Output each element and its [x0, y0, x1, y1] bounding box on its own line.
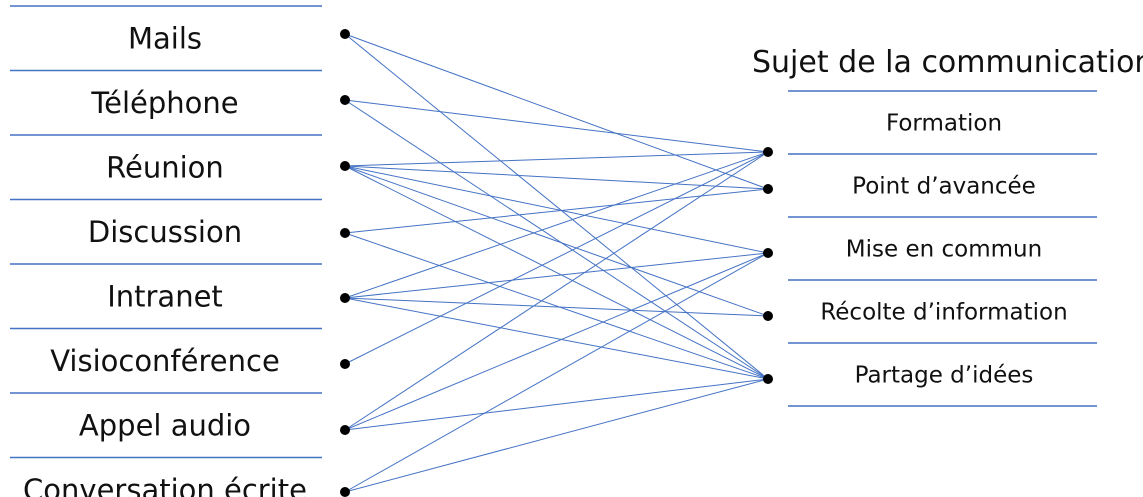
link-discussion-to-point-d-avancee [344, 188, 769, 234]
subject-node-formation [763, 147, 773, 157]
link-appel-audio-to-formation [344, 151, 769, 431]
communication-channels: Mails Téléphone Réunion Discussion Intranet V… [10, 5, 350, 497]
subject-node-mise-en-commun [763, 248, 773, 258]
subjects-title: Sujet de la communication [752, 45, 1143, 80]
link-intranet-to-partage-d-idees [344, 297, 769, 380]
subject-node-partage-d-idees [763, 374, 773, 384]
subject-node-point-d-avancee [763, 184, 773, 194]
link-conversation-ecrite-to-mise-en-commun [344, 252, 769, 493]
link-reunion-to-mise-en-commun [344, 165, 769, 254]
link-discussion-to-partage-d-idees [344, 232, 769, 380]
channel-label-conversation-ecrite: Conversation écrite [23, 473, 307, 497]
link-reunion-to-partage-d-idees [344, 165, 769, 380]
link-reunion-to-formation [344, 151, 769, 167]
channel-node-reunion [340, 161, 350, 171]
channel-label-appel-audio: Appel audio [79, 408, 251, 442]
link-appel-audio-to-partage-d-idees [344, 378, 769, 431]
channel-label-discussion: Discussion [88, 215, 242, 249]
channel-node-intranet [340, 293, 350, 303]
communication-subjects: Formation Point d’avancée Mise en commun Ré… [763, 90, 1097, 407]
link-mails-to-point-d-avancee [344, 33, 769, 190]
link-reunion-to-recolte-d-information [344, 165, 769, 317]
link-visioconference-to-formation [344, 151, 769, 365]
channel-node-conversation-ecrite [340, 487, 350, 497]
link-appel-audio-to-mise-en-commun [344, 252, 769, 431]
link-mails-to-partage-d-idees [344, 33, 769, 380]
channel-label-intranet: Intranet [107, 279, 223, 313]
channel-node-visioconference [340, 359, 350, 369]
subject-label-recolte-d-information: Récolte d’information [820, 300, 1067, 326]
channel-node-telephone [340, 95, 350, 105]
subject-label-formation: Formation [886, 111, 1002, 137]
channel-label-reunion: Réunion [106, 150, 224, 184]
link-intranet-to-formation [344, 151, 769, 299]
subject-label-mise-en-commun: Mise en commun [846, 237, 1042, 263]
channel-label-visioconference: Visioconférence [50, 344, 280, 378]
channel-node-discussion [340, 228, 350, 238]
link-telephone-to-partage-d-idees [344, 99, 769, 380]
channel-label-mails: Mails [128, 21, 202, 55]
connection-lines [344, 33, 769, 493]
subject-node-recolte-d-information [763, 311, 773, 321]
link-telephone-to-formation [344, 99, 769, 153]
link-intranet-to-mise-en-commun [344, 252, 769, 299]
link-intranet-to-recolte-d-information [344, 297, 769, 317]
link-reunion-to-point-d-avancee [344, 165, 769, 190]
channel-node-mails [340, 29, 350, 39]
link-conversation-ecrite-to-partage-d-idees [344, 378, 769, 493]
subject-label-partage-d-idees: Partage d’idées [855, 363, 1034, 389]
subject-label-point-d-avancee: Point d’avancée [852, 174, 1036, 200]
channel-node-appel-audio [340, 425, 350, 435]
channel-label-telephone: Téléphone [90, 86, 238, 120]
